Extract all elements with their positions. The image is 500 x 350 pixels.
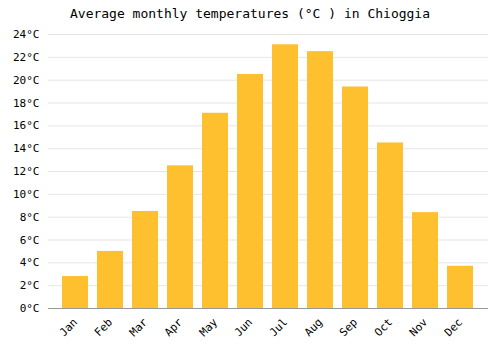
svg-text:22°C: 22°C	[13, 51, 40, 64]
svg-text:4°C: 4°C	[20, 256, 40, 269]
svg-text:Jan: Jan	[57, 316, 80, 339]
svg-text:24°C: 24°C	[13, 28, 40, 41]
svg-text:Feb: Feb	[92, 316, 115, 339]
svg-text:Dec: Dec	[442, 316, 465, 339]
svg-text:0°C: 0°C	[20, 302, 40, 315]
svg-text:14°C: 14°C	[13, 142, 40, 155]
svg-text:Aug: Aug	[302, 316, 325, 339]
svg-text:Mar: Mar	[127, 315, 151, 339]
svg-text:May: May	[197, 315, 221, 339]
svg-text:Nov: Nov	[407, 315, 431, 339]
svg-text:Jun: Jun	[232, 316, 255, 339]
html-text:Average monthly temperatures (: Average monthly temperatures (°C ) in Ch…	[70, 6, 430, 21]
svg-text:Apr: Apr	[162, 315, 186, 339]
svg-text:Jul: Jul	[267, 316, 290, 339]
svg-text:6°C: 6°C	[20, 234, 40, 247]
svg-text:2°C: 2°C	[20, 279, 40, 292]
svg-text:8°C: 8°C	[20, 211, 40, 224]
svg-text:16°C: 16°C	[13, 119, 40, 132]
svg-text:Oct: Oct	[372, 316, 395, 339]
svg-text:Sep: Sep	[337, 316, 360, 339]
svg-text:10°C: 10°C	[13, 188, 40, 201]
svg-text:12°C: 12°C	[13, 165, 40, 178]
svg-text:18°C: 18°C	[13, 97, 40, 110]
svg-text:20°C: 20°C	[13, 74, 40, 87]
